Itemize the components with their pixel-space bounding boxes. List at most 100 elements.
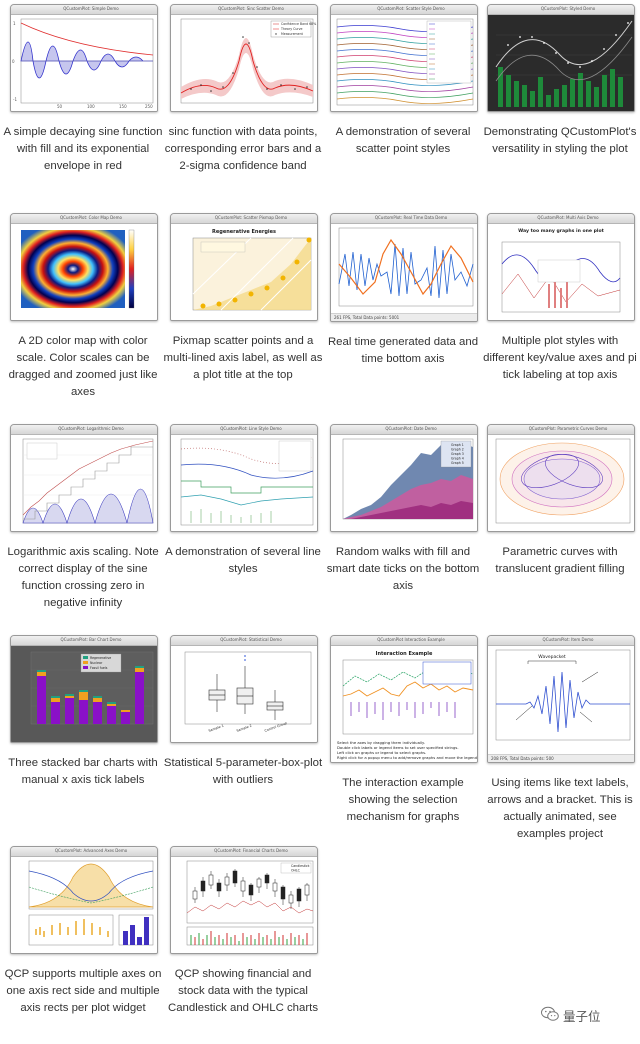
example-window: QCustomPlot: Date Demo Graph 1 Graph 2 Gra…: [330, 424, 478, 532]
svg-text:Way too many graphs in one plo: Way too many graphs in one plot: [518, 228, 604, 234]
window-title: QCustomPlot: Color Map Demo: [60, 215, 122, 220]
example-screenshot: Regenerative Energies: [171, 224, 317, 320]
example-window: QCustomPlot: Advanced Axes Demo: [10, 846, 158, 954]
example-screenshot: Confidence Band 68% Theory Curve Measure…: [171, 15, 317, 111]
example-screenshot: [11, 224, 157, 320]
svg-text:100: 100: [87, 104, 95, 109]
example-window: QCustomPlot Interaction Example Interact…: [330, 635, 478, 763]
svg-text:Theory Curve: Theory Curve: [280, 27, 303, 31]
example-caption: QCP showing financial and stock data wit…: [167, 968, 319, 1014]
window-title: QCustomPlot: Advanced Axes Demo: [54, 848, 128, 853]
example-card-pixmap[interactable]: QCustomPlot: Scatter Pixmap Demo Regener…: [164, 213, 322, 384]
example-window: QCustomPlot: Bar Chart Demo: [10, 635, 158, 743]
svg-text:Graph 2: Graph 2: [451, 448, 464, 452]
example-card-bar-chart[interactable]: QCustomPlot: Bar Chart Demo: [8, 635, 158, 789]
example-card-line-styles[interactable]: QCustomPlot: Line Style Demo A demonstra…: [165, 424, 321, 578]
svg-text:Confidence Band 68%: Confidence Band 68%: [281, 22, 316, 26]
example-card-sinc[interactable]: QCustomPlot: Sinc Scatter Demo Confidenc…: [165, 4, 321, 175]
example-screenshot: Candlestick OHLC: [171, 857, 317, 953]
example-card-realtime[interactable]: QCustomPlot: Real Time Data Demo 261 FPS…: [328, 213, 478, 368]
example-screenshot: Graph 1 Graph 2 Graph 3 Graph 4 Graph 5: [331, 435, 477, 531]
example-card-parametric[interactable]: QCustomPlot: Parametric Curves Demo Para…: [487, 424, 635, 578]
status-bar: 208 FPS, Total Data points: 500: [488, 754, 634, 762]
svg-text:Graph 4: Graph 4: [451, 457, 464, 461]
svg-text:Graph 5: Graph 5: [451, 461, 464, 465]
example-caption: Pixmap scatter points and a multi-lined …: [163, 335, 323, 381]
example-screenshot: [331, 15, 477, 111]
svg-text:Left click on graphs or legend: Left click on graphs or legend to select…: [337, 750, 426, 755]
example-screenshot: [331, 224, 477, 313]
example-card-interaction[interactable]: QCustomPlot Interaction Example Interact…: [330, 635, 478, 826]
example-window: QCustomPlot: Statistical Demo Sample 1 Sa…: [170, 635, 318, 743]
example-card-items[interactable]: QCustomPlot: Item Demo Wavepacket 208 FP…: [487, 635, 635, 843]
example-window: QCustomPlot: Sinc Scatter Demo Confidenc…: [170, 4, 318, 112]
example-card-simple[interactable]: QCustomPlot: Simple Demo 1 0 -1 50 100 150 250…: [4, 4, 162, 175]
svg-text:Double click labels or legend: Double click labels or legend items to s…: [337, 745, 459, 750]
example-screenshot: [171, 435, 317, 531]
example-caption: A demonstration of several line styles: [165, 546, 321, 575]
example-card-date[interactable]: QCustomPlot: Date Demo Graph 1 Graph 2 Gra…: [327, 424, 479, 595]
example-screenshot: Interaction Example Select the axes by d…: [331, 646, 477, 762]
svg-text:Measurement: Measurement: [281, 32, 304, 36]
svg-text:Regenerative Energies: Regenerative Energies: [212, 229, 276, 235]
window-title: QCustomPlot: Styled Demo: [540, 6, 596, 11]
svg-text:Graph 3: Graph 3: [451, 452, 464, 456]
svg-text:0: 0: [12, 59, 15, 64]
svg-text:Fossil fuels: Fossil fuels: [90, 666, 108, 670]
svg-text:Candlestick: Candlestick: [291, 864, 310, 868]
example-caption: Demonstrating QCustomPlot's versatility …: [483, 126, 637, 155]
window-title: QCustomPlot: Financial Charts Demo: [214, 848, 288, 853]
example-window: QCustomPlot: Parametric Curves Demo: [487, 424, 635, 532]
window-title: QCustomPlot: Statistical Demo: [220, 637, 282, 642]
example-caption: Real time generated data and time bottom…: [327, 336, 479, 365]
example-screenshot: Sample 1 Sample 2 Control Group: [171, 646, 317, 742]
svg-text:Right click for a popup menu t: Right click for a popup menu to add/remo…: [337, 755, 477, 760]
example-caption: A demonstration of several scatter point…: [335, 126, 471, 155]
svg-text:1: 1: [13, 21, 16, 26]
svg-text:Control Group: Control Group: [264, 721, 288, 733]
watermark: 量子位: [541, 1003, 631, 1025]
svg-text:50: 50: [57, 104, 63, 109]
svg-text:Sample 1: Sample 1: [208, 724, 224, 733]
example-card-financial[interactable]: QCustomPlot: Financial Charts Demo: [168, 846, 318, 1017]
svg-text:150: 150: [119, 104, 127, 109]
example-card-styled[interactable]: QCustomPlot: Styled Demo Demonstrating Q…: [484, 4, 636, 158]
example-card-advanced-axes[interactable]: QCustomPlot: Advanced Axes Demo QCP supp…: [5, 846, 161, 1017]
example-window: QCustomPlot: Logarithmic Demo: [10, 424, 158, 532]
example-caption: Random walks with fill and smart date ti…: [326, 546, 480, 592]
example-screenshot: Wavepacket: [488, 646, 634, 754]
svg-text:Regenerative: Regenerative: [90, 656, 111, 660]
svg-text:250: 250: [145, 104, 153, 109]
example-window: QCustomPlot: Multi Axis Demo Way too man…: [487, 213, 635, 321]
example-window: QCustomPlot: Styled Demo: [487, 4, 635, 112]
example-window: QCustomPlot: Color Map Demo: [10, 213, 158, 321]
example-screenshot: [488, 15, 634, 111]
svg-text:Interaction Example: Interaction Example: [376, 651, 433, 657]
window-title: QCustomPlot: Item Demo: [542, 637, 594, 642]
svg-text:OHLC: OHLC: [291, 869, 301, 873]
svg-text:Wavepacket: Wavepacket: [538, 654, 566, 660]
example-card-logarithmic[interactable]: QCustomPlot: Logarithmic Demo Logarithmi…: [7, 424, 159, 612]
example-screenshot: Regenerative Nuclear Fossil fuels: [11, 646, 157, 742]
example-window: QCustomPlot: Line Style Demo: [170, 424, 318, 532]
example-window: QCustomPlot: Simple Demo 1 0 -1 50 100 150 250: [10, 4, 158, 112]
svg-text:Graph 1: Graph 1: [451, 443, 464, 447]
example-caption: A simple decaying sine function with fil…: [3, 126, 163, 172]
example-screenshot: [11, 435, 157, 531]
window-title: QCustomPlot Interaction Example: [377, 637, 445, 642]
example-window: QCustomPlot: Financial Charts Demo: [170, 846, 318, 954]
example-card-colormap[interactable]: QCustomPlot: Color Map Demo A 2D color m…: [9, 213, 158, 401]
window-title: QCustomPlot: Bar Chart Demo: [60, 637, 122, 642]
window-title: QCustomPlot: Scatter Style Demo: [377, 6, 445, 11]
example-caption: A 2D color map with color scale. Color s…: [8, 335, 158, 398]
example-screenshot: 1 0 -1 50 100 150 250: [11, 15, 157, 111]
example-card-scatter-styles[interactable]: QCustomPlot: Scatter Style Demo: [330, 4, 478, 158]
example-caption: QCP supports multiple axes on one axis r…: [4, 968, 162, 1014]
example-card-multi-axis[interactable]: QCustomPlot: Multi Axis Demo Way too man…: [483, 213, 637, 384]
example-caption: Logarithmic axis scaling. Note correct d…: [7, 546, 159, 609]
example-window: QCustomPlot: Scatter Style Demo: [330, 4, 478, 112]
example-card-statistical[interactable]: QCustomPlot: Statistical Demo Sample 1 Sa…: [164, 635, 322, 789]
window-title: QCustomPlot: Date Demo: [385, 426, 437, 431]
window-title: QCustomPlot: Scatter Pixmap Demo: [214, 215, 288, 220]
example-caption: The interaction example showing the sele…: [342, 777, 464, 823]
